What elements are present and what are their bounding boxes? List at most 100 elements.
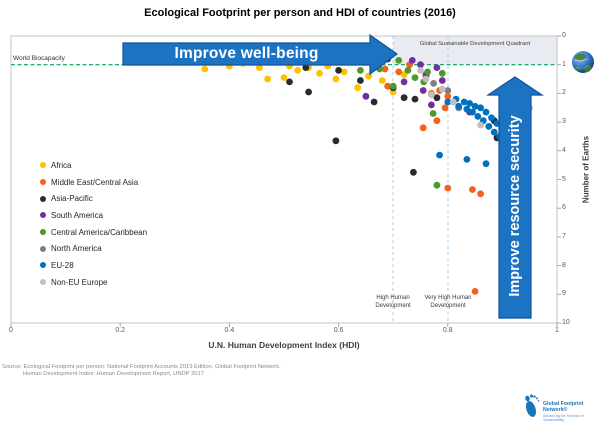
data-point-africa bbox=[340, 68, 348, 76]
data-point-eu-28 bbox=[490, 128, 498, 136]
data-point-asia-pacific bbox=[400, 94, 408, 102]
x-tick-label: 0 bbox=[9, 327, 13, 334]
data-point-eu-28 bbox=[463, 156, 471, 163]
data-point-non-eu-europe bbox=[422, 75, 430, 83]
data-point-eu-28 bbox=[471, 102, 479, 110]
y-tick-label: 2 bbox=[562, 89, 566, 97]
world-biocapacity-label: World Biocapacity bbox=[13, 55, 65, 62]
legend-label: North America bbox=[51, 244, 102, 254]
legend-item-north-america: North America bbox=[40, 240, 147, 257]
data-point-asia-pacific bbox=[335, 67, 342, 74]
data-point-non-eu-europe bbox=[477, 121, 484, 129]
x-tick-label: 0.4 bbox=[224, 327, 235, 334]
x-tick-label: 0.2 bbox=[115, 327, 126, 334]
data-point-south-america bbox=[417, 61, 424, 69]
legend-item-central-america-caribbean: Central America/Caribbean bbox=[40, 224, 147, 241]
data-point-africa bbox=[294, 67, 302, 74]
legend-dot-icon bbox=[40, 229, 46, 236]
data-point-asia-pacific bbox=[332, 137, 340, 145]
data-point-africa bbox=[332, 75, 340, 83]
data-point-eu-28 bbox=[482, 108, 490, 116]
data-point-central-america-caribbean bbox=[357, 67, 364, 74]
logo-tagline: Advancing the Science of Sustainability bbox=[543, 414, 584, 422]
legend-item-middle-east-central-asia: Middle East/Central Asia bbox=[40, 174, 147, 191]
data-point-north-america bbox=[444, 87, 452, 94]
y-axis-title: Number of Earths bbox=[581, 135, 591, 204]
scatter-points-layer bbox=[201, 55, 534, 295]
data-point-central-america-caribbean bbox=[433, 181, 441, 189]
data-point-south-america bbox=[438, 77, 446, 84]
data-point-eu-28 bbox=[474, 113, 482, 120]
data-point-middle-east-central-asia bbox=[469, 186, 476, 193]
data-point-middle-east-central-asia bbox=[441, 104, 449, 112]
data-point-africa bbox=[354, 84, 362, 92]
axis-tick-marks bbox=[10, 35, 561, 327]
improve-well-being-arrow-label: Improve well-being bbox=[174, 45, 319, 62]
data-point-central-america-caribbean bbox=[395, 57, 403, 64]
legend-item-africa: Africa bbox=[40, 157, 147, 174]
data-point-africa bbox=[378, 77, 386, 84]
data-point-asia-pacific bbox=[305, 88, 312, 96]
legend-item-eu-28: EU-28 bbox=[40, 257, 147, 274]
legend-item-asia-pacific: Asia-Pacific bbox=[40, 190, 147, 207]
data-point-middle-east-central-asia bbox=[471, 288, 479, 295]
y-tick-label: 1 bbox=[562, 60, 566, 68]
source-line-1: Source: Ecological Footprint per person:… bbox=[2, 364, 281, 370]
legend-dot-icon bbox=[40, 162, 46, 169]
data-point-central-america-caribbean bbox=[429, 110, 437, 117]
data-point-asia-pacific bbox=[410, 168, 417, 176]
y-tick-label: 0 bbox=[562, 32, 566, 39]
data-point-middle-east-central-asia bbox=[433, 117, 441, 125]
data-point-central-america-caribbean bbox=[438, 69, 446, 77]
data-point-middle-east-central-asia bbox=[395, 68, 403, 76]
data-point-middle-east-central-asia bbox=[381, 65, 389, 73]
y-tick-label: 9 bbox=[562, 290, 566, 298]
data-point-middle-east-central-asia bbox=[477, 190, 484, 198]
data-point-central-america-caribbean bbox=[411, 74, 419, 81]
chart-title: Ecological Footprint per person and HDI … bbox=[144, 7, 456, 19]
logo-name: Global Footprint Network® bbox=[543, 401, 584, 413]
data-point-asia-pacific bbox=[302, 64, 310, 71]
data-point-eu-28 bbox=[460, 98, 468, 106]
data-point-eu-28 bbox=[463, 105, 471, 113]
improve-resource-security-arrow bbox=[486, 76, 544, 319]
data-point-eu-28 bbox=[469, 108, 476, 116]
data-point-eu-28 bbox=[488, 114, 495, 122]
data-point-eu-28 bbox=[485, 123, 493, 130]
data-point-central-america-caribbean bbox=[404, 67, 412, 74]
data-point-africa bbox=[264, 75, 271, 83]
data-point-eu-28 bbox=[482, 160, 490, 168]
data-point-south-america bbox=[400, 78, 408, 86]
y-tick-label: 4 bbox=[562, 146, 566, 154]
legend-dot-icon bbox=[40, 245, 46, 252]
x-tick-label: 0.6 bbox=[333, 327, 344, 334]
legend-label: Non-EU Europe bbox=[51, 277, 108, 287]
source-attribution: Source: Ecological Footprint per person:… bbox=[2, 364, 281, 379]
y-tick-label: 5 bbox=[562, 175, 566, 183]
x-axis-title: U.N. Human Development Index (HDI) bbox=[208, 340, 360, 350]
legend-dot-icon bbox=[40, 212, 46, 219]
data-point-africa bbox=[201, 65, 209, 73]
data-point-asia-pacific bbox=[411, 95, 419, 103]
data-point-asia-pacific bbox=[286, 78, 293, 86]
legend-item-south-america: South America bbox=[40, 207, 147, 224]
improve-well-being-arrow bbox=[122, 33, 399, 76]
legend-dot-icon bbox=[40, 179, 46, 186]
data-point-non-eu-europe bbox=[438, 85, 446, 93]
data-point-south-america bbox=[362, 92, 370, 100]
legend-label: Africa bbox=[51, 160, 72, 170]
earth-icon bbox=[572, 51, 594, 73]
quadrant-label: Global Sustainable Development Quadrant bbox=[419, 41, 531, 47]
x-tick-label: 0.8 bbox=[442, 327, 453, 334]
y-tick-label: 8 bbox=[562, 261, 566, 269]
data-point-asia-pacific bbox=[357, 77, 364, 84]
global-footprint-network-logo: Global Footprint Network® Advancing the … bbox=[543, 401, 600, 422]
improve-resource-security-arrow-label: Improve resource security bbox=[507, 115, 523, 297]
sustainable-quadrant-region bbox=[393, 36, 557, 65]
legend-label: EU-28 bbox=[51, 260, 74, 270]
data-point-non-eu-europe bbox=[449, 98, 457, 106]
data-point-south-america bbox=[419, 87, 427, 94]
data-point-eu-28 bbox=[455, 102, 463, 110]
data-point-asia-pacific bbox=[433, 94, 441, 102]
very-high-human-development-label: Very High Human Development bbox=[424, 295, 472, 309]
